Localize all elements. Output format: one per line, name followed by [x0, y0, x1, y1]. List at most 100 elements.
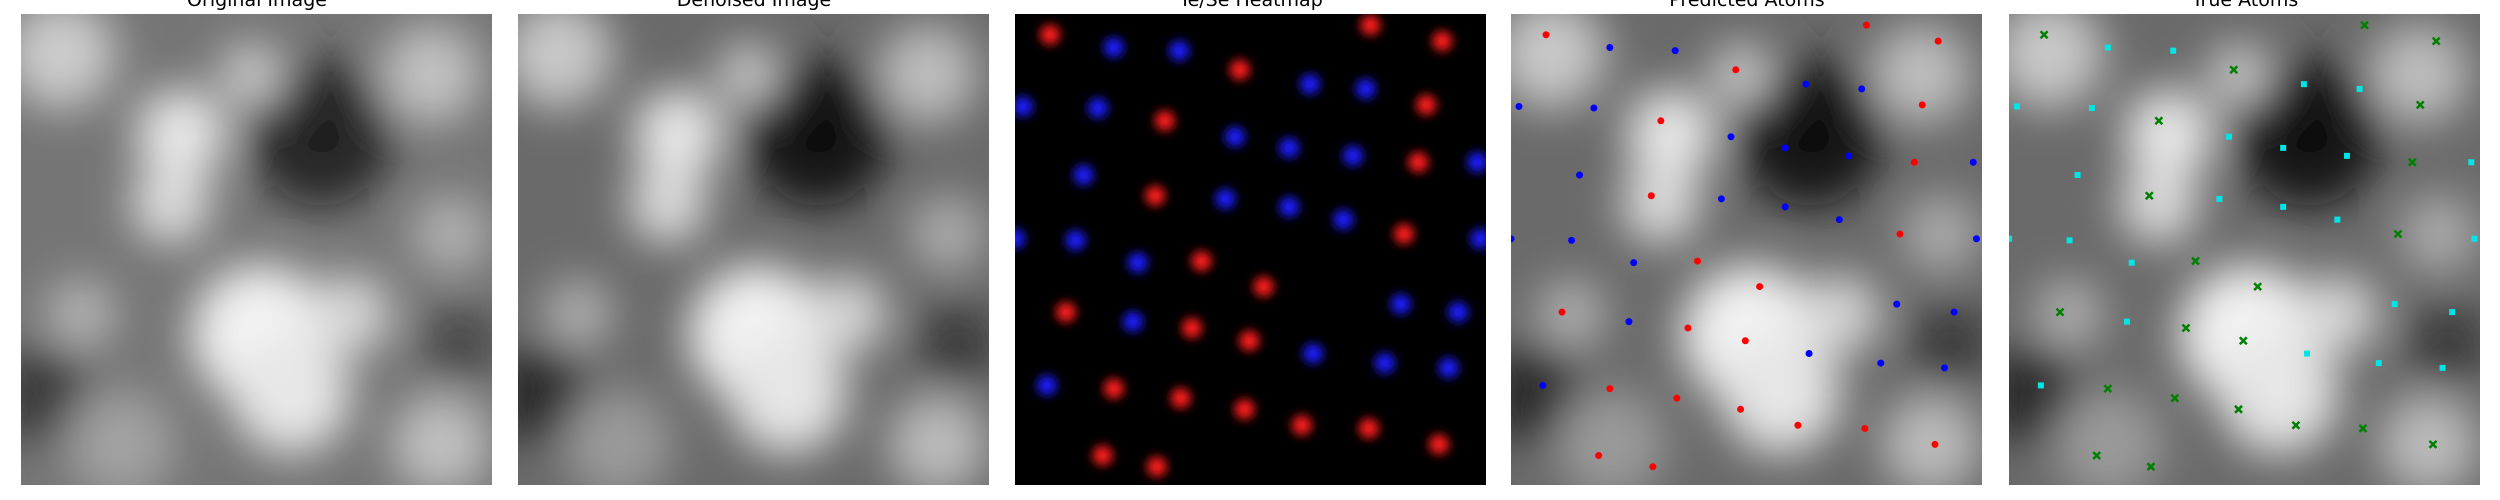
true-te [2234, 404, 2243, 414]
se-spot [1224, 126, 1245, 147]
micrograph [1979, 0, 2489, 499]
true-se [2066, 237, 2073, 244]
predicted-te [1910, 158, 1918, 166]
true-se [2123, 318, 2130, 325]
se-spot [1073, 164, 1094, 185]
micrograph [488, 0, 998, 499]
se-spot [1438, 357, 1459, 378]
true-te [2146, 462, 2156, 472]
true-te [2039, 30, 2049, 40]
predicted-se [1515, 102, 1523, 110]
predicted-te [1861, 424, 1869, 432]
te-spot [1146, 456, 1167, 477]
predicted-se [1972, 235, 1980, 243]
se-spot [1015, 228, 1025, 249]
true-te [2428, 439, 2438, 449]
predicted-te [1673, 394, 1681, 402]
true-te [2092, 451, 2102, 460]
predicted-te [1606, 385, 1614, 393]
true-se [2468, 159, 2475, 166]
predicted-se [1539, 381, 1547, 389]
panel-title: Predicted Atoms [1669, 0, 1824, 11]
predicted-te [1542, 31, 1550, 39]
true-se [2449, 309, 2456, 316]
se-spot [1065, 230, 1086, 251]
micrograph [0, 0, 501, 499]
se-spot [1355, 78, 1376, 99]
panel-image [0, 0, 501, 499]
se-spot [1299, 74, 1320, 95]
true-te [2358, 424, 2368, 433]
se-spot [1390, 294, 1411, 315]
true-te [2238, 336, 2248, 346]
se-spot [1342, 145, 1363, 166]
true-te [2291, 420, 2301, 430]
predicted-se [1950, 308, 1958, 316]
te-spot [1416, 94, 1437, 115]
te-spot [1056, 302, 1077, 323]
se-spot [1279, 137, 1300, 158]
te-spot [1432, 31, 1453, 52]
predicted-se [1630, 259, 1638, 267]
true-te [2360, 20, 2369, 30]
true-te [2055, 307, 2065, 317]
true-se [2216, 195, 2223, 202]
true-se [2013, 103, 2020, 110]
true-se [2037, 382, 2044, 389]
true-te [2407, 157, 2417, 167]
true-se [2225, 133, 2232, 140]
predicted-se [1802, 80, 1810, 88]
true-se [2304, 350, 2311, 357]
predicted-te [1741, 337, 1749, 345]
se-spot [1333, 209, 1354, 230]
true-se [2074, 171, 2081, 178]
predicted-te [1657, 117, 1665, 125]
se-spot [1303, 343, 1324, 364]
predicted-se [1845, 152, 1853, 160]
true-se [2009, 235, 2012, 242]
te-spot [1145, 185, 1166, 206]
predicted-se [1893, 300, 1901, 308]
te-spot [1358, 418, 1379, 439]
panel-image [1015, 14, 1486, 485]
se-spot [1015, 96, 1033, 117]
true-te [2393, 229, 2403, 239]
true-se [2280, 203, 2287, 210]
te-spot [1253, 276, 1274, 297]
true-se [2391, 301, 2398, 308]
panel-title: Original Image [187, 0, 327, 11]
se-spot [1279, 196, 1300, 217]
true-se [2356, 85, 2363, 92]
se-spot [1215, 188, 1236, 209]
predicted-te [1732, 66, 1740, 74]
true-se [2439, 364, 2446, 371]
true-se [2334, 216, 2341, 223]
predicted-se [1671, 47, 1679, 55]
predicted-te [1595, 452, 1603, 460]
te-spot [1291, 415, 1312, 436]
te-spot [1092, 445, 1113, 466]
predicted-te [1684, 324, 1692, 332]
predicted-se [1835, 216, 1843, 224]
se-spot [1036, 375, 1057, 396]
true-se [2471, 235, 2478, 242]
te-spot [1154, 110, 1175, 131]
predicted-te [1931, 440, 1939, 448]
predicted-te [1934, 37, 1942, 45]
se-spot [1467, 152, 1486, 173]
predicted-se [1717, 195, 1725, 203]
te-spot [1040, 24, 1061, 45]
panel-title: Denoised Image [677, 0, 831, 11]
true-te [2103, 384, 2113, 393]
predicted-se [1969, 158, 1977, 166]
predicted-te [1896, 230, 1904, 238]
true-te [2431, 36, 2441, 46]
se-spot [1448, 302, 1469, 323]
predicted-se [1576, 171, 1584, 179]
se-spot [1087, 98, 1108, 119]
predicted-se [1941, 364, 1949, 372]
true-se [2104, 44, 2111, 51]
se-spot [1103, 37, 1124, 58]
true-se [2088, 105, 2095, 112]
